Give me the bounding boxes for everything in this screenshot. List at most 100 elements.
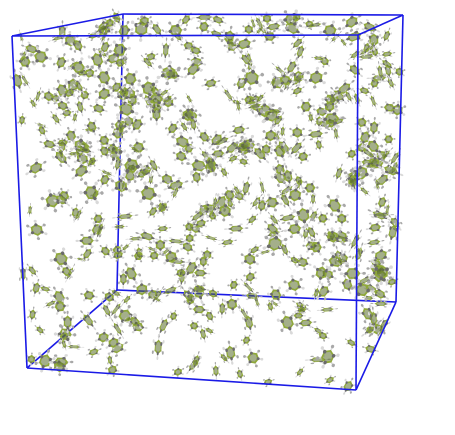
benzene-molecule: [221, 85, 236, 105]
benzene-molecule: [206, 210, 219, 222]
benzene-molecule: [295, 305, 309, 315]
benzene-molecule: [380, 101, 399, 115]
benzene-molecule: [179, 119, 189, 134]
benzene-molecule: [18, 29, 24, 45]
benzene-molecule: [283, 274, 305, 296]
benzene-molecule: [295, 366, 305, 378]
benzene-molecule: [164, 120, 181, 136]
benzene-molecule: [232, 35, 256, 54]
benzene-molecule: [98, 244, 113, 259]
benzene-molecule: [316, 329, 330, 342]
benzene-molecule: [147, 249, 162, 263]
benzene-molecule: [159, 284, 182, 297]
benzene-molecule: [301, 180, 319, 196]
benzene-molecule: [150, 294, 163, 303]
benzene-molecule: [27, 306, 38, 323]
benzene-molecule: [333, 163, 345, 183]
benzene-molecule: [89, 101, 108, 116]
benzene-molecule: [109, 14, 123, 22]
benzene-molecule: [33, 87, 43, 105]
benzene-molecule: [219, 165, 229, 179]
benzene-molecule: [345, 147, 359, 161]
benzene-molecule: [211, 361, 221, 380]
benzene-molecule: [255, 196, 269, 215]
benzene-molecule: [243, 348, 264, 368]
benzene-molecule: [80, 287, 98, 303]
benzene-molecule: [198, 325, 208, 343]
benzene-molecule: [344, 171, 362, 191]
benzene-molecule: [67, 57, 90, 78]
benzene-molecule: [378, 57, 396, 71]
benzene-molecule: [266, 299, 275, 313]
benzene-molecule: [21, 41, 42, 57]
benzene-molecule: [183, 231, 196, 245]
benzene-molecule: [121, 262, 142, 285]
benzene-molecule: [75, 233, 99, 248]
benzene-molecule: [363, 237, 385, 248]
box-edge: [355, 301, 397, 391]
benzene-molecule: [370, 300, 392, 308]
benzene-molecule: [287, 138, 306, 158]
benzene-molecule: [39, 137, 60, 151]
benzene-molecule: [303, 128, 328, 141]
benzene-molecule: [289, 71, 305, 89]
benzene-molecule: [253, 293, 261, 310]
benzene-molecule: [266, 285, 285, 304]
benzene-molecule: [267, 211, 281, 228]
benzene-molecule: [318, 20, 342, 41]
benzene-molecule: [292, 202, 314, 228]
benzene-molecule: [49, 247, 73, 271]
benzene-molecule: [364, 324, 376, 336]
benzene-molecule: [293, 254, 312, 271]
benzene-molecule: [370, 285, 389, 302]
benzene-molecule: [74, 97, 86, 117]
benzene-molecule: [100, 300, 113, 320]
benzene-molecule: [156, 314, 171, 337]
benzene-molecule: [384, 201, 391, 218]
benzene-molecule: [239, 176, 253, 200]
benzene-molecule: [80, 245, 95, 262]
benzene-molecule: [178, 105, 198, 126]
benzene-molecule: [133, 166, 153, 181]
benzene-molecule: [80, 310, 97, 331]
benzene-molecule: [359, 19, 381, 35]
benzene-molecule: [246, 213, 259, 226]
benzene-molecule: [105, 334, 122, 352]
benzene-molecule: [94, 218, 106, 241]
benzene-molecule: [336, 255, 344, 268]
benzene-molecule: [368, 91, 378, 110]
benzene-molecule: [113, 153, 123, 175]
benzene-molecule: [128, 115, 146, 134]
benzene-molecule: [262, 20, 286, 33]
benzene-molecule: [243, 269, 258, 285]
benzene-molecule: [27, 202, 33, 218]
benzene-molecule: [111, 318, 125, 339]
benzene-molecule: [108, 79, 125, 95]
benzene-molecule: [111, 223, 128, 230]
benzene-molecule: [81, 65, 98, 81]
benzene-molecule: [206, 28, 227, 40]
benzene-molecule: [250, 193, 263, 210]
benzene-molecule: [90, 212, 106, 226]
benzene-molecule: [121, 293, 133, 306]
benzene-molecule: [293, 173, 305, 189]
benzene-molecule: [378, 161, 404, 180]
benzene-molecule: [197, 253, 209, 270]
benzene-molecule: [240, 334, 253, 346]
benzene-molecule: [288, 254, 301, 266]
box-edge: [122, 13, 404, 16]
benzene-molecule: [378, 49, 396, 59]
benzene-molecule: [211, 192, 219, 214]
benzene-molecule: [74, 68, 91, 78]
benzene-molecule: [318, 108, 345, 129]
benzene-molecule: [29, 46, 52, 68]
benzene-molecule: [270, 75, 277, 89]
box-edge: [355, 34, 359, 391]
benzene-molecule: [60, 337, 68, 351]
benzene-molecule: [146, 204, 160, 219]
benzene-molecule: [110, 248, 126, 262]
benzene-molecule: [196, 18, 212, 35]
benzene-molecule: [114, 20, 134, 41]
benzene-molecule: [93, 66, 115, 89]
benzene-molecule: [222, 340, 239, 365]
